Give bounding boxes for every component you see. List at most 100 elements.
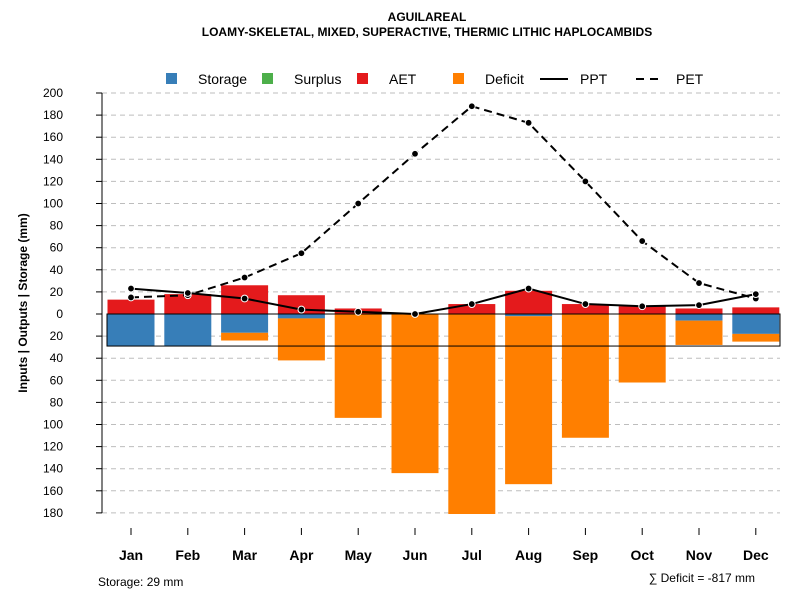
- y-tick-label: 60: [50, 373, 64, 387]
- legend-label-storage: Storage: [198, 71, 247, 87]
- aet-bar: [448, 304, 496, 314]
- y-tick-label: 60: [50, 241, 64, 255]
- pet-point: [240, 273, 249, 282]
- y-tick-label: 120: [43, 440, 63, 454]
- pet-point: [354, 199, 363, 208]
- y-tick-label: 200: [43, 86, 63, 100]
- y-tick-label: 80: [50, 219, 64, 233]
- deficit-bar: [618, 314, 666, 383]
- storage-bar: [505, 314, 553, 317]
- x-tick-label: May: [345, 547, 372, 563]
- aet-bar: [164, 294, 212, 314]
- y-tick-label: 180: [43, 108, 63, 122]
- y-axis-label: Inputs | Outputs | Storage (mm): [16, 213, 30, 392]
- legend-label-deficit: Deficit: [485, 71, 524, 87]
- y-tick-label: 80: [50, 395, 64, 409]
- storage-capacity-box: [106, 313, 781, 347]
- ppt-line: [130, 287, 756, 316]
- x-tick-label: Mar: [232, 547, 257, 563]
- ppt-point: [354, 307, 363, 316]
- legend-label-surplus: Surplus: [294, 71, 341, 87]
- ppt-point: [183, 289, 192, 297]
- deficit-bar: [675, 320, 723, 345]
- legend-swatch-deficit: [453, 73, 464, 84]
- x-tick-label: Aug: [515, 547, 542, 563]
- deficit-bar: [505, 316, 553, 485]
- x-tick-label: Dec: [743, 547, 769, 563]
- storage-bar: [732, 314, 780, 334]
- x-tick-label: Jun: [403, 547, 428, 563]
- y-tick-label: 20: [50, 329, 64, 343]
- x-tick-label: Apr: [289, 547, 314, 563]
- ppt-point: [581, 300, 590, 308]
- pet-point: [638, 237, 647, 245]
- x-tick-label: Jul: [462, 547, 482, 563]
- ppt-point: [240, 294, 249, 303]
- pet-point: [467, 102, 476, 111]
- legend-swatch-aet: [357, 73, 368, 84]
- storage-footnote: Storage: 29 mm: [98, 575, 183, 589]
- ppt-point: [695, 301, 703, 310]
- aet-bar: [505, 290, 553, 314]
- lines-group: [127, 102, 760, 318]
- storage-bar: [277, 314, 325, 319]
- deficit-bar: [221, 332, 269, 341]
- bars-group: [106, 285, 781, 515]
- y-tick-label: 160: [43, 130, 63, 144]
- y-tick-label: 100: [43, 418, 63, 432]
- deficit-bar: [277, 318, 325, 361]
- deficit-bar: [561, 314, 609, 438]
- deficit-bar: [448, 314, 496, 515]
- aet-bar: [675, 308, 723, 314]
- storage-bar: [675, 314, 723, 321]
- chart-title: AGUILAREAL: [388, 10, 467, 24]
- y-tick-label: 120: [43, 174, 63, 188]
- ppt-point: [297, 305, 306, 314]
- y-tick-label: 140: [43, 462, 63, 476]
- legend-label-aet: AET: [389, 71, 417, 87]
- pet-point: [581, 177, 590, 186]
- legend-label-ppt: PPT: [580, 71, 608, 87]
- y-tick-label: 0: [56, 307, 63, 321]
- gridlines: [102, 92, 780, 514]
- storage-bar: [221, 314, 269, 333]
- y-tick-label: 40: [50, 263, 64, 277]
- y-tick-label: 40: [50, 351, 64, 365]
- pet-line: [130, 105, 757, 300]
- aet-bar: [732, 307, 780, 314]
- y-tick-label: 180: [43, 506, 63, 520]
- pet-point: [127, 293, 135, 302]
- pet-point: [297, 249, 306, 258]
- legend-swatch-surplus: [262, 73, 273, 84]
- legend: Storage Surplus AET Deficit PPT PET: [166, 71, 704, 87]
- aet-bar: [107, 299, 155, 314]
- legend-label-pet: PET: [676, 71, 704, 87]
- deficit-bar: [391, 314, 439, 474]
- ppt-point: [524, 284, 533, 293]
- aet-bar: [561, 304, 609, 314]
- pet-point: [695, 279, 703, 287]
- y-tick-label: 20: [50, 285, 64, 299]
- pet-point: [411, 149, 419, 158]
- ppt-point: [638, 302, 647, 311]
- x-tick-label: Feb: [175, 547, 200, 563]
- y-tick-label: 160: [43, 484, 63, 498]
- ppt-point: [127, 284, 135, 293]
- y-tick-label: 100: [43, 197, 63, 211]
- deficit-bar: [334, 314, 382, 418]
- legend-swatch-storage: [166, 73, 177, 84]
- chart-subtitle: LOAMY-SKELETAL, MIXED, SUPERACTIVE, THER…: [202, 25, 652, 39]
- deficit-bar: [732, 333, 780, 342]
- y-tick-label: 140: [43, 152, 63, 166]
- ppt-point: [411, 310, 419, 318]
- x-tick-label: Oct: [631, 547, 655, 563]
- deficit-footnote: ∑ Deficit = -817 mm: [649, 571, 755, 585]
- pet-point: [524, 118, 533, 127]
- ppt-point: [467, 300, 476, 308]
- storage-bar: [164, 314, 212, 347]
- axes-group: 2001801601401201008060402002040608010012…: [43, 86, 769, 563]
- x-tick-label: Nov: [686, 547, 713, 563]
- storage-bar: [107, 314, 155, 347]
- ppt-point: [751, 290, 760, 299]
